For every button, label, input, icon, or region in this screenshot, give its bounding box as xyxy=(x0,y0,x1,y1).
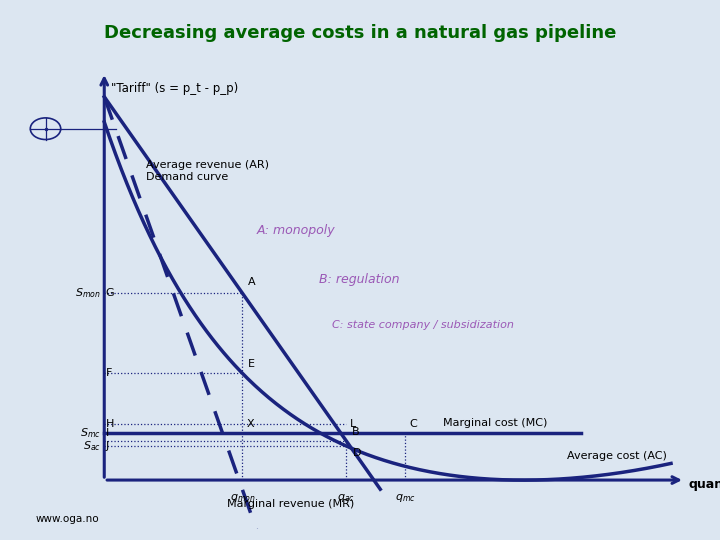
Text: C: C xyxy=(409,420,417,429)
Text: G: G xyxy=(106,288,114,298)
Text: $S_{ac}$: $S_{ac}$ xyxy=(83,439,101,453)
Text: B: regulation: B: regulation xyxy=(318,273,399,287)
Text: L: L xyxy=(351,420,356,429)
Text: $q_{ac}$: $q_{ac}$ xyxy=(337,492,355,504)
Text: J: J xyxy=(106,441,109,451)
Text: F: F xyxy=(106,368,112,379)
Text: Marginal cost (MC): Marginal cost (MC) xyxy=(443,418,547,428)
Text: $q_{mc}$: $q_{mc}$ xyxy=(395,492,415,504)
Text: www.oga.no: www.oga.no xyxy=(35,515,99,524)
Text: X: X xyxy=(247,420,254,429)
Text: Marginal revenue (MR): Marginal revenue (MR) xyxy=(228,499,354,509)
Text: A: monopoly: A: monopoly xyxy=(256,224,335,238)
Text: E: E xyxy=(248,360,255,369)
Text: C: state company / subsidization: C: state company / subsidization xyxy=(333,320,514,330)
Text: "Tariff" (s = p_t - p_p): "Tariff" (s = p_t - p_p) xyxy=(111,82,238,95)
Text: I: I xyxy=(106,428,109,438)
Text: $S_{mon}$: $S_{mon}$ xyxy=(75,286,101,300)
Text: A: A xyxy=(248,278,256,287)
Text: Decreasing average costs in a natural gas pipeline: Decreasing average costs in a natural ga… xyxy=(104,24,616,42)
Text: H: H xyxy=(106,418,114,429)
Text: Average cost (AC): Average cost (AC) xyxy=(567,451,667,461)
Text: $q_{mon}$: $q_{mon}$ xyxy=(230,492,256,504)
Text: B: B xyxy=(351,427,359,437)
Text: $S_{mc}$: $S_{mc}$ xyxy=(80,427,101,440)
Text: D: D xyxy=(353,448,361,458)
Text: quantity: quantity xyxy=(688,478,720,491)
Text: Average revenue (AR)
Demand curve: Average revenue (AR) Demand curve xyxy=(145,160,269,183)
